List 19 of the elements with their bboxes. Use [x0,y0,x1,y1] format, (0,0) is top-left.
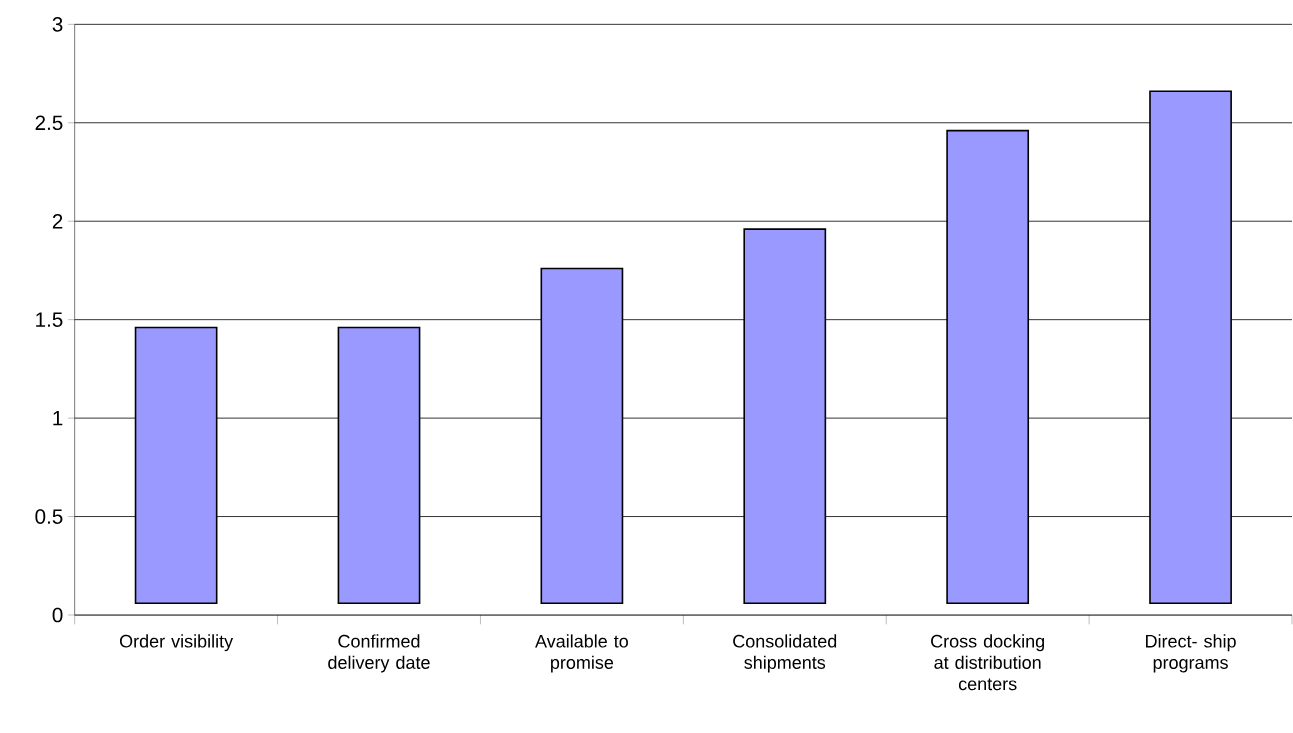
bar [540,267,624,604]
x-tick-label: Consolidated shipments [733,634,837,673]
y-tick-label: 0.5 [35,509,63,524]
bar [337,326,421,604]
x-tick-label: Confirmed delivery date [328,634,430,673]
bar [134,326,218,604]
y-tick-label: 2.5 [35,115,63,131]
bar [1149,90,1232,604]
y-tick-label: 2 [52,214,63,229]
x-tick-label: Order visibility [119,634,234,652]
y-tick-label: 1.5 [36,312,63,327]
x-tick-label: Direct- ship programs [1146,634,1236,673]
bar [946,129,1030,604]
y-tick-label: 1 [53,411,63,426]
y-tick-label: 3 [52,17,63,32]
bar [743,228,827,604]
x-tick-label: Cross docking at distribution centers [931,634,1045,691]
x-tick-label: Available to promise [535,634,628,673]
y-tick-label: 0 [52,607,63,623]
